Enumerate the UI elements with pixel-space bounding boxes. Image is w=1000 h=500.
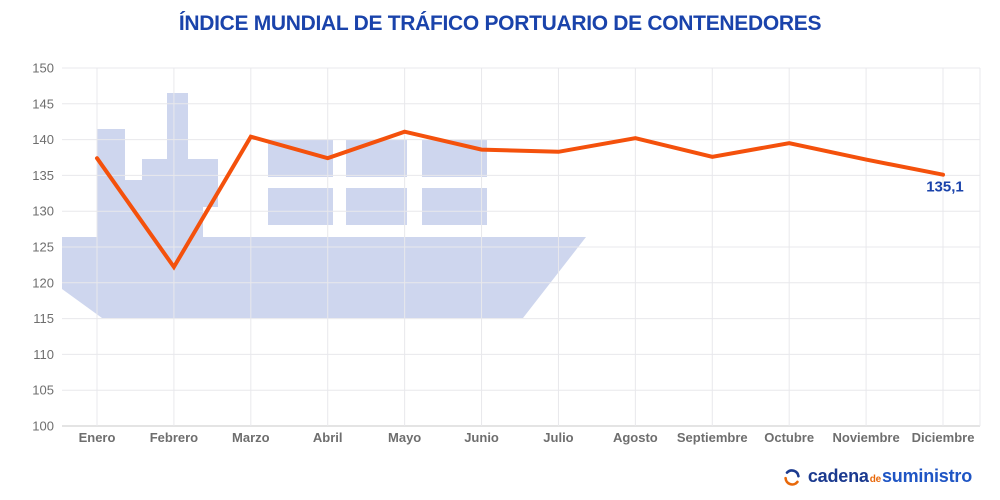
ship-container: [268, 188, 333, 225]
x-axis-label: Diciembre: [912, 430, 975, 445]
y-axis-tick-labels: 100 105 110 115 120 125 130 135 140 145 150: [32, 61, 54, 434]
x-axis-label: Mayo: [388, 430, 421, 445]
ship-bridge-block: [125, 180, 203, 237]
x-axis-label: Junio: [464, 430, 499, 445]
ship-bridge-band: [142, 159, 218, 180]
cadena-de-suministro-logo: cadenadesuministro: [782, 466, 972, 487]
y-axis-tick-label: 100: [32, 419, 54, 434]
x-axis-label: Agosto: [613, 430, 658, 445]
ship-container: [346, 140, 407, 177]
y-axis-tick-label: 110: [33, 347, 54, 362]
x-axis-label: Abril: [313, 430, 343, 445]
ship-hull: [62, 237, 586, 318]
container-ship-watermark: [62, 93, 586, 318]
y-axis-tick-label: 150: [32, 61, 54, 76]
y-axis-tick-label: 115: [33, 311, 54, 326]
x-axis-label: Febrero: [150, 430, 198, 445]
y-axis-tick-label: 125: [32, 240, 54, 255]
x-axis-labels: Enero Febrero Marzo Abril Mayo Junio Julio Agos…: [79, 430, 975, 445]
x-axis-label: Enero: [79, 430, 116, 445]
ship-mast: [167, 93, 188, 160]
y-axis-tick-label: 140: [32, 132, 54, 147]
y-axis-tick-label: 120: [32, 275, 54, 290]
logo-text: cadenadesuministro: [808, 466, 972, 487]
vertical-gridlines: [96, 68, 981, 426]
x-axis-label: Noviembre: [832, 430, 899, 445]
y-axis-tick-label: 145: [32, 96, 54, 111]
chart-title: ÍNDICE MUNDIAL DE TRÁFICO PORTUARIO DE C…: [178, 12, 822, 35]
data-line: [95, 129, 945, 271]
logo-word-de: de: [869, 474, 881, 485]
logo-word-suministro: suministro: [881, 466, 972, 486]
x-axis-label: Octubre: [764, 430, 814, 445]
horizontal-gridlines: [62, 67, 980, 427]
circular-arrows-icon: [784, 468, 800, 486]
x-axis-label: Marzo: [232, 430, 270, 445]
ship-container: [422, 188, 487, 225]
logo-word-cadena: cadena: [807, 466, 869, 486]
y-axis-tick-label: 130: [32, 204, 54, 219]
y-axis-tick-label: 135: [32, 168, 54, 183]
ship-container: [422, 140, 487, 177]
last-value-label: 135,1: [926, 179, 964, 196]
ship-tower: [97, 129, 125, 237]
x-axis-label: Septiembre: [677, 430, 748, 445]
ship-container: [346, 188, 407, 225]
y-axis-tick-label: 105: [32, 383, 54, 398]
x-axis-label: Julio: [543, 430, 573, 445]
